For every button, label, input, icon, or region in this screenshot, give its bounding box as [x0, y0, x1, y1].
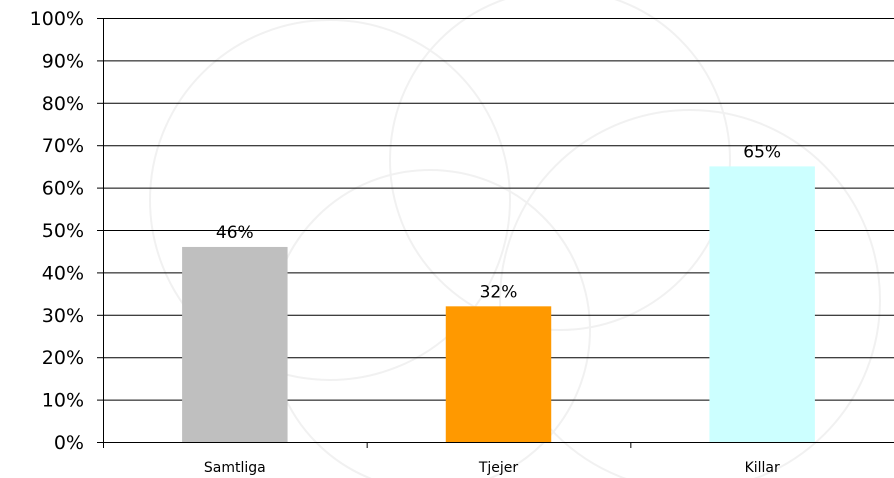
x-tick-labels: Samtliga Tjejer Killar: [204, 460, 780, 476]
data-label: 32%: [480, 282, 518, 302]
y-tick-label: 100%: [30, 8, 84, 30]
y-tick-label: 60%: [42, 178, 84, 200]
y-tick-label: 0%: [54, 432, 84, 454]
y-tick-label: 50%: [42, 220, 84, 242]
bar: [709, 166, 815, 442]
axes: [97, 18, 894, 448]
y-tick-label: 90%: [42, 50, 84, 72]
watermark-circle: [499, 109, 881, 478]
y-tick-label: 30%: [42, 305, 84, 327]
y-tick-label: 40%: [42, 262, 84, 284]
y-tick-labels: 0% 10% 20% 30% 40% 50% 60% 70% 80% 90% 100%: [30, 8, 84, 454]
x-tick-label: Killar: [745, 460, 780, 476]
y-tick-label: 10%: [42, 390, 84, 412]
background-watermark: [149, 0, 881, 478]
watermark-circle: [149, 19, 511, 381]
bar: [445, 306, 552, 442]
data-label: 65%: [743, 142, 781, 162]
data-label: 46%: [216, 223, 254, 243]
y-tick-label: 70%: [42, 135, 84, 157]
bars: [182, 166, 815, 442]
x-tick-label: Tjejer: [478, 460, 519, 476]
bar: [182, 246, 288, 442]
watermark-circle: [389, 0, 731, 331]
data-labels: 46% 32% 65%: [216, 142, 781, 302]
y-tick-label: 20%: [42, 347, 84, 369]
y-tick-label: 80%: [42, 93, 84, 115]
x-tick-label: Samtliga: [204, 460, 266, 476]
